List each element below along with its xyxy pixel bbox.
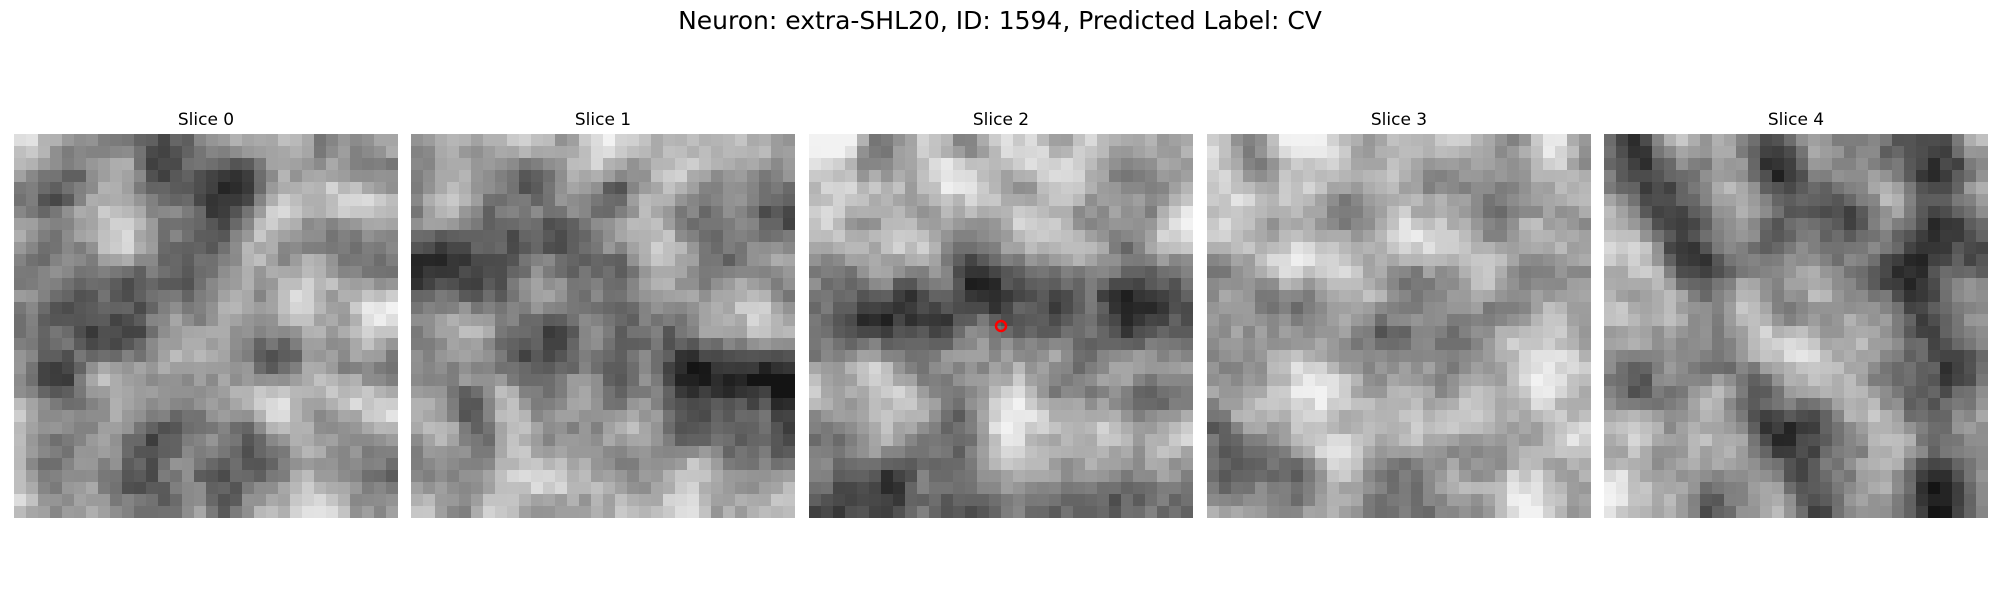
slice-image-4 (1604, 134, 1988, 518)
neuron-marker (994, 319, 1008, 333)
slice-panel-3: Slice 3 (1207, 108, 1591, 518)
slice-title-3: Slice 3 (1370, 110, 1428, 130)
slice-image-3 (1207, 134, 1591, 518)
slice-title-4: Slice 4 (1767, 110, 1825, 130)
slice-panel-4: Slice 4 (1604, 108, 1988, 518)
figure-title: Neuron: extra-SHL20, ID: 1594, Predicted… (678, 6, 1322, 35)
slice-panel-1: Slice 1 (411, 108, 795, 518)
slice-image-1 (411, 134, 795, 518)
slice-panel-2: Slice 2 (809, 108, 1193, 518)
slice-image-0 (14, 134, 398, 518)
slice-title-2: Slice 2 (972, 110, 1030, 130)
slice-title-0: Slice 0 (177, 110, 235, 130)
slice-panel-0: Slice 0 (14, 108, 398, 518)
slice-image-2 (809, 134, 1193, 518)
slice-title-1: Slice 1 (574, 110, 632, 130)
